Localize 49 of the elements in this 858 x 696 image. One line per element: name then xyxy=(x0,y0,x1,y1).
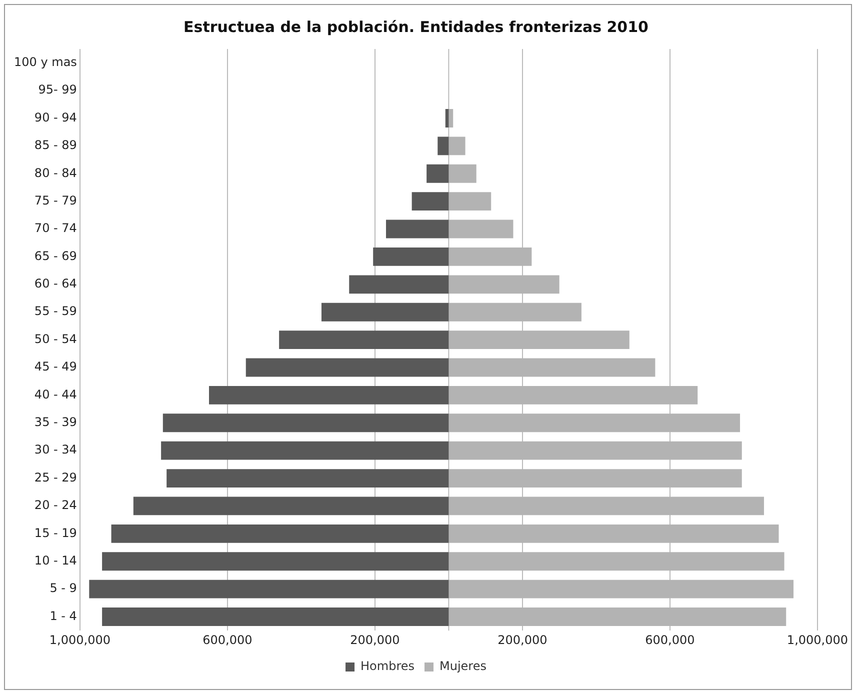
y-tick-label: 55 - 59 xyxy=(34,304,77,318)
y-tick-label: 15 - 19 xyxy=(34,526,77,540)
y-tick-label: 25 - 29 xyxy=(34,470,77,484)
y-tick-label: 95- 99 xyxy=(38,82,77,97)
chart-title: Estructuea de la población. Entidades fronterizas 2010 xyxy=(184,18,648,36)
y-tick-label: 50 - 54 xyxy=(34,332,77,346)
x-tick-label: 200,000 xyxy=(498,632,548,647)
bar xyxy=(133,496,449,516)
bar xyxy=(438,136,449,156)
y-tick-label: 75 - 79 xyxy=(34,193,77,208)
y-tick-label: 80 - 84 xyxy=(34,166,77,180)
y-tick-label: 35 - 39 xyxy=(34,415,77,430)
y-tick-label: 10 - 14 xyxy=(34,553,77,568)
legend-label: Mujeres xyxy=(440,659,486,674)
bar xyxy=(89,580,449,598)
bar xyxy=(373,248,449,266)
bar xyxy=(321,302,449,322)
y-tick-label: 65 - 69 xyxy=(34,248,77,263)
bar xyxy=(246,358,449,377)
x-tick-label: 600,000 xyxy=(645,632,695,647)
bar xyxy=(279,330,449,350)
y-tick-label: 45 - 49 xyxy=(34,360,77,374)
y-tick-label: 5 - 9 xyxy=(50,581,77,596)
bar xyxy=(111,524,449,543)
legend-label: Hombres xyxy=(360,659,415,674)
x-tick-label: 600,000 xyxy=(202,632,252,647)
bar xyxy=(102,552,449,571)
y-tick-label: 90 - 94 xyxy=(34,110,77,124)
y-tick-label: 100 y mas xyxy=(14,54,77,69)
y-tick-label: 85 - 89 xyxy=(34,138,77,152)
y-tick-label: 20 - 24 xyxy=(34,498,77,512)
bar xyxy=(162,414,449,432)
bar xyxy=(209,386,449,404)
y-tick-label: 1 - 4 xyxy=(50,608,77,623)
y-tick-label: 60 - 64 xyxy=(34,276,77,291)
y-tick-label: 40 - 44 xyxy=(34,387,77,402)
bar xyxy=(102,608,449,626)
x-tick-label: 200,000 xyxy=(350,632,400,647)
x-tick-label: 1,000,000 xyxy=(49,632,110,647)
bar xyxy=(426,164,449,183)
y-tick-label: 70 - 74 xyxy=(34,221,77,236)
y-tick-label: 30 - 34 xyxy=(34,442,77,457)
bar xyxy=(349,275,449,294)
bar xyxy=(166,469,449,488)
bar xyxy=(412,192,449,211)
x-tick-label: 1,000,000 xyxy=(786,632,848,647)
bar xyxy=(445,109,449,128)
bar xyxy=(386,220,449,238)
bar xyxy=(161,441,449,460)
